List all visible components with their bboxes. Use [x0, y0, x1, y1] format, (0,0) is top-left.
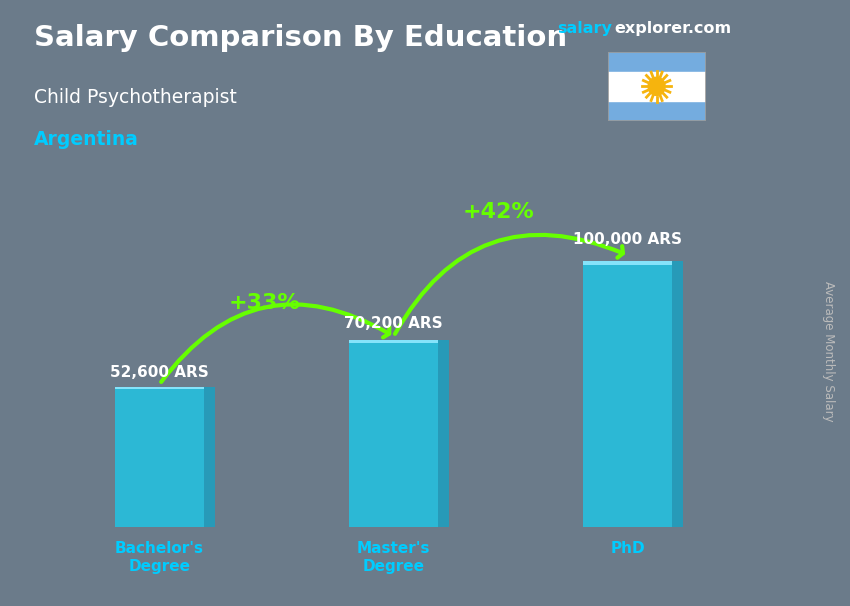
Bar [204, 387, 215, 527]
Text: +42%: +42% [463, 202, 535, 222]
Text: +33%: +33% [229, 293, 301, 313]
Bar [349, 340, 438, 343]
Text: 52,600 ARS: 52,600 ARS [110, 365, 209, 380]
Bar [583, 261, 672, 265]
Text: Salary Comparison By Education: Salary Comparison By Education [34, 24, 567, 52]
Text: salary: salary [557, 21, 612, 36]
Text: 70,200 ARS: 70,200 ARS [344, 316, 443, 331]
Bar [608, 72, 706, 101]
Bar [349, 340, 438, 527]
Text: Argentina: Argentina [34, 130, 139, 149]
Text: Child Psychotherapist: Child Psychotherapist [34, 88, 237, 107]
Bar [438, 340, 449, 527]
Bar [672, 261, 683, 527]
Text: explorer.com: explorer.com [615, 21, 732, 36]
Circle shape [649, 78, 665, 95]
Bar [583, 261, 672, 527]
Text: Average Monthly Salary: Average Monthly Salary [822, 281, 836, 422]
Bar [115, 387, 204, 389]
Text: 100,000 ARS: 100,000 ARS [573, 232, 683, 247]
Bar [115, 387, 204, 527]
